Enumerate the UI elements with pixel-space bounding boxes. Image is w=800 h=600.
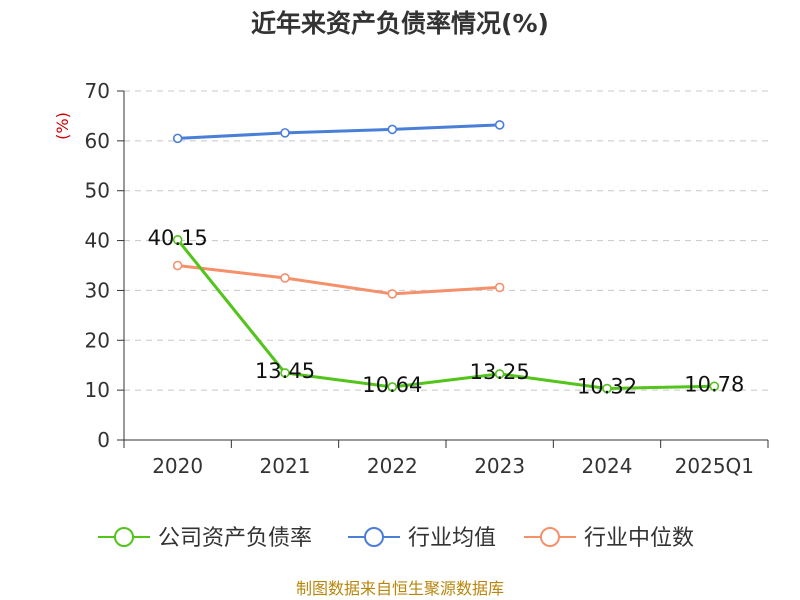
data-point (709, 381, 720, 392)
x-tick-label: 2023 (474, 454, 525, 478)
legend-label: 行业均值 (408, 526, 496, 551)
data-point (494, 282, 505, 293)
legend: 公司资产负债率 行业均值 行业中位数 (98, 526, 694, 551)
y-axis-label: (%) (53, 112, 72, 140)
legend-marker (540, 527, 560, 547)
legend-marker (114, 527, 134, 547)
y-tick-label: 20 (85, 328, 110, 352)
x-tick-label: 2020 (152, 454, 203, 478)
y-tick-label: 50 (85, 179, 110, 203)
y-tick-label: 0 (97, 428, 110, 452)
data-point (494, 369, 505, 379)
data-label: 13.45 (255, 359, 315, 383)
data-label: 40.15 (148, 226, 208, 250)
x-tick-label: 2025Q1 (675, 454, 754, 478)
axes (117, 90, 769, 448)
data-point (172, 235, 183, 245)
data-point (602, 383, 612, 394)
data-label: 10.64 (362, 373, 422, 397)
data-point (387, 289, 398, 299)
y-tick-label: 40 (85, 229, 110, 253)
series-lines (172, 120, 720, 394)
x-tick-label: 2022 (367, 454, 418, 478)
x-tick-label: 2021 (260, 454, 311, 478)
data-point (172, 260, 183, 271)
data-point (494, 120, 505, 130)
data-point (387, 124, 398, 135)
legend-label: 公司资产负债率 (158, 526, 312, 551)
y-tick-label: 30 (85, 278, 110, 302)
data-point (387, 382, 398, 392)
data-point (280, 273, 290, 283)
series-line (176, 238, 715, 390)
data-label: 13.25 (470, 360, 530, 384)
y-tick-label: 70 (85, 79, 110, 103)
chart-title: 近年来资产负债率情况(%) (251, 9, 549, 38)
data-label: 10.78 (684, 372, 744, 396)
source-note: 制图数据来自恒生聚源数据库 (296, 579, 504, 598)
series-line (177, 264, 500, 296)
legend-marker (364, 527, 384, 547)
data-point (280, 368, 290, 378)
data-point (172, 133, 183, 144)
data-label: 10.32 (577, 375, 637, 399)
legend-label: 行业中位数 (584, 526, 694, 551)
x-tick-label: 2024 (582, 454, 633, 478)
series-line (177, 123, 500, 140)
y-tick-label: 60 (85, 129, 110, 153)
data-point (280, 128, 290, 138)
y-tick-label: 10 (85, 378, 110, 402)
tick-labels: 0 10 20 30 40 50 60 70 2020 2021 2022 2023 2024 2025Q… (85, 79, 754, 478)
data-labels: 40.15 13.45 10.64 13.25 10.32 10.78 (148, 226, 745, 399)
